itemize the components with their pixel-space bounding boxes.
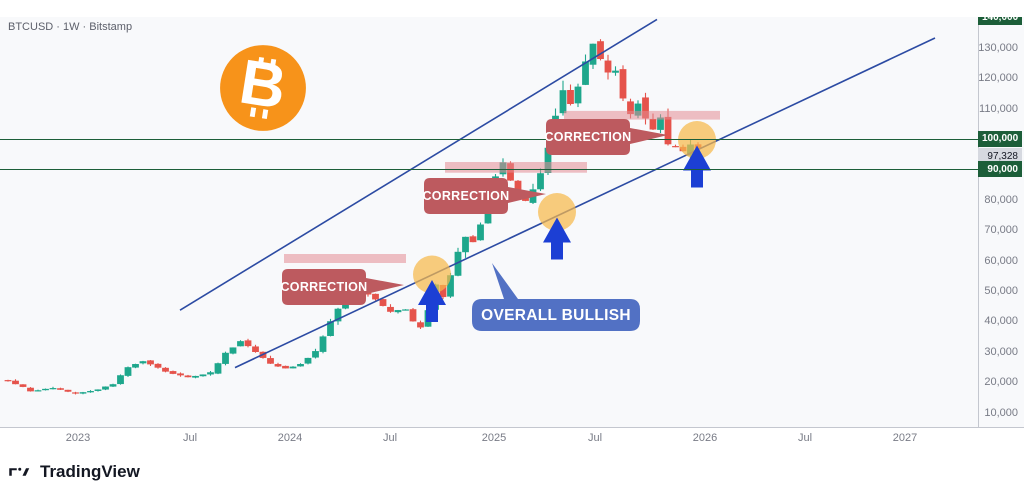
svg-text:CORRECTION: CORRECTION bbox=[544, 130, 631, 144]
svg-text:CORRECTION: CORRECTION bbox=[280, 280, 367, 294]
svg-text:CORRECTION: CORRECTION bbox=[422, 189, 509, 203]
svg-text:OVERALL BULLISH: OVERALL BULLISH bbox=[481, 307, 631, 324]
